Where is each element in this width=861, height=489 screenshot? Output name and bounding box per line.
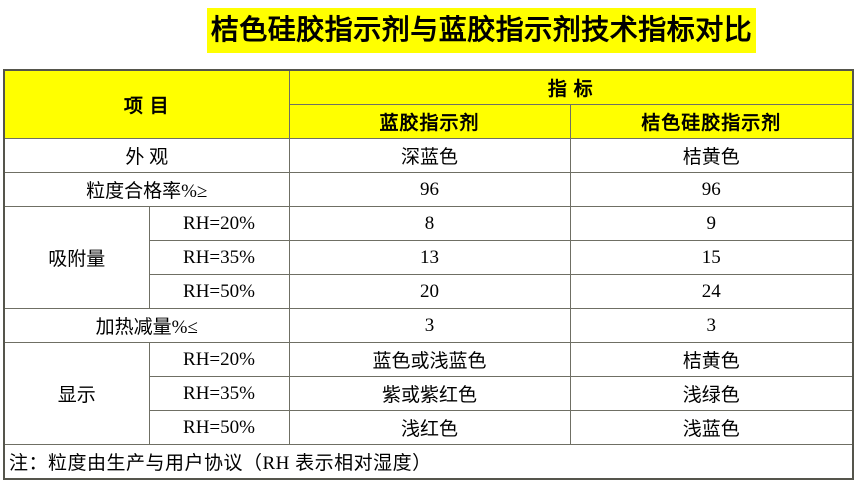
display-rh35-label: RH=35%	[148, 376, 290, 411]
particle-pass-rate-label: 粒度合格率%≥	[3, 172, 290, 207]
header-row-1: 项 目 指 标	[3, 69, 854, 139]
row-display-rh20: 显示 RH=20% 蓝色或浅蓝色 桔黄色	[3, 342, 854, 445]
adsorption-group-label: 吸附量	[3, 206, 150, 309]
document-title: 桔色硅胶指示剂与蓝胶指示剂技术指标对比	[206, 8, 757, 53]
adsorption-rh20-blue-value: 8	[288, 206, 571, 241]
title-band: 桔色硅胶指示剂与蓝胶指示剂技术指标对比	[51, 8, 861, 55]
adsorption-rh50-label: RH=50%	[148, 274, 290, 309]
comparison-table: 项 目 指 标 蓝胶指示剂 桔色硅胶指示剂 外 观 深蓝色 桔黄色 粒度合格率%…	[3, 69, 855, 480]
adsorption-rh35-label: RH=35%	[148, 240, 290, 275]
heating-loss-blue-value: 3	[288, 308, 571, 343]
row-display-rh50: RH=50% 浅红色 浅蓝色	[4, 410, 854, 445]
adsorption-rh35-orange-value: 15	[569, 240, 854, 275]
particle-pass-rate-blue-value: 96	[288, 172, 571, 207]
adsorption-rh20-orange-value: 9	[569, 206, 854, 241]
heating-loss-orange-value: 3	[569, 308, 854, 343]
adsorption-rh20-label: RH=20%	[148, 206, 290, 241]
display-rh20-blue-value: 蓝色或浅蓝色	[288, 342, 571, 377]
header-item-cell: 项 目	[3, 69, 290, 139]
display-rh20-label: RH=20%	[148, 342, 290, 377]
header-row-2: 蓝胶指示剂 桔色硅胶指示剂	[4, 104, 854, 139]
adsorption-rh35-blue-value: 13	[288, 240, 571, 275]
display-rh35-orange-value: 浅绿色	[569, 376, 854, 411]
table-note: 注：粒度由生产与用户协议（RH 表示相对湿度）	[3, 444, 854, 480]
display-rh20-orange-value: 桔黄色	[569, 342, 854, 377]
appearance-label: 外 观	[3, 138, 290, 173]
display-rh35-blue-value: 紫或紫红色	[288, 376, 571, 411]
row-appearance: 外 观 深蓝色 桔黄色	[3, 138, 854, 173]
row-heating-loss: 加热减量%≤ 3 3	[3, 308, 854, 343]
row-adsorption-rh20: 吸附量 RH=20% 8 9	[3, 206, 854, 309]
row-note: 注：粒度由生产与用户协议（RH 表示相对湿度）	[3, 444, 854, 480]
row-adsorption-rh35: RH=35% 13 15	[4, 240, 854, 275]
particle-pass-rate-orange-value: 96	[569, 172, 854, 207]
display-group-label: 显示	[3, 342, 150, 445]
adsorption-rh50-orange-value: 24	[569, 274, 854, 309]
row-adsorption-rh50: RH=50% 20 24	[4, 274, 854, 309]
row-display-rh35: RH=35% 紫或紫红色 浅绿色	[4, 376, 854, 411]
display-rh50-blue-value: 浅红色	[288, 410, 571, 445]
heating-loss-label: 加热减量%≤	[3, 308, 290, 343]
appearance-blue-value: 深蓝色	[288, 138, 571, 173]
display-rh50-label: RH=50%	[148, 410, 290, 445]
display-rh50-orange-value: 浅蓝色	[569, 410, 854, 445]
row-particle-pass-rate: 粒度合格率%≥ 96 96	[3, 172, 854, 207]
header-indicator-cell: 指 标	[288, 69, 854, 105]
appearance-orange-value: 桔黄色	[569, 138, 854, 173]
adsorption-rh50-blue-value: 20	[288, 274, 571, 309]
header-blue-indicator-cell: 蓝胶指示剂	[288, 104, 571, 139]
header-orange-indicator-cell: 桔色硅胶指示剂	[569, 104, 854, 139]
